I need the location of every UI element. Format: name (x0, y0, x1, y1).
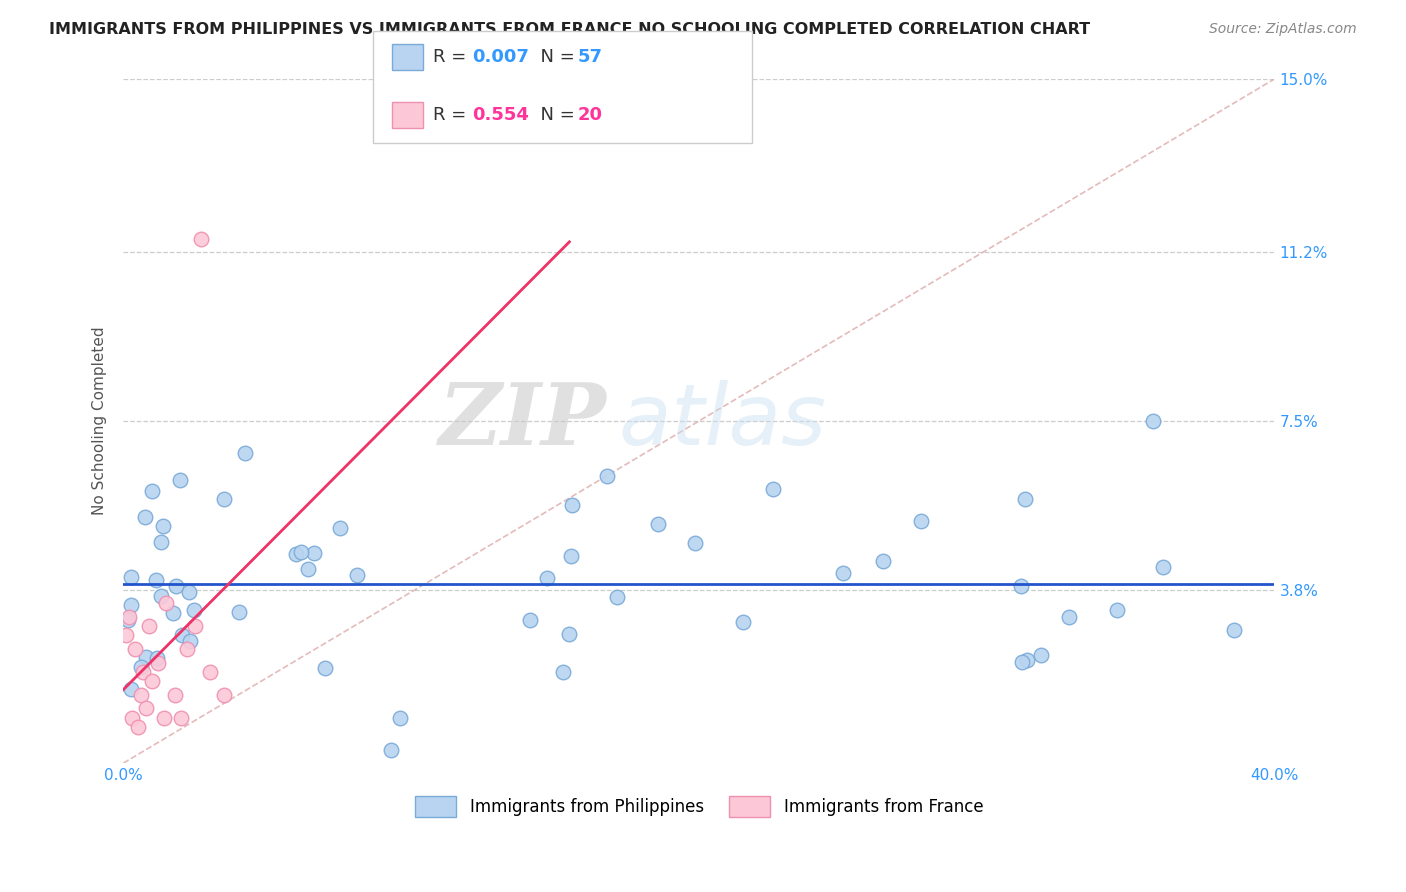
Point (146, 656, 169, 670)
Point (165, 688, 187, 702)
Point (177, 585, 200, 599)
Point (595, 469, 617, 483)
Point (118, 610, 141, 624)
Point (561, 498, 583, 512)
Point (170, 628, 193, 642)
Point (120, 570, 142, 584)
Point (152, 519, 174, 533)
Point (121, 710, 143, 724)
Point (380, 742, 402, 756)
Point (135, 649, 157, 664)
Point (127, 720, 149, 734)
Point (115, 628, 138, 642)
Point (290, 545, 312, 559)
Point (346, 567, 368, 582)
Point (212, 491, 235, 506)
Point (183, 603, 205, 617)
Text: ZIP: ZIP (439, 379, 607, 463)
Point (1010, 579, 1032, 593)
Point (120, 598, 142, 612)
Point (132, 665, 155, 679)
Point (872, 554, 894, 568)
Point (647, 516, 669, 531)
Point (1057, 610, 1080, 624)
Text: atlas: atlas (619, 380, 827, 463)
Point (146, 651, 169, 665)
Point (536, 571, 558, 585)
Point (560, 549, 582, 564)
Point (558, 626, 581, 640)
Point (129, 659, 152, 673)
Point (124, 642, 146, 657)
Text: 0.007: 0.007 (472, 48, 529, 66)
Point (198, 665, 221, 679)
Point (1015, 653, 1038, 667)
Point (149, 589, 172, 603)
Point (190, 232, 212, 246)
Point (1223, 623, 1246, 637)
Point (1014, 491, 1036, 506)
Point (832, 566, 855, 581)
Point (165, 578, 187, 592)
Point (135, 701, 157, 715)
Point (233, 446, 256, 460)
Y-axis label: No Schooling Completed: No Schooling Completed (93, 326, 107, 516)
Point (155, 597, 177, 611)
Point (120, 681, 142, 696)
Point (314, 661, 336, 675)
Point (389, 711, 412, 725)
Point (179, 633, 201, 648)
Point (117, 613, 139, 627)
Point (1029, 648, 1052, 663)
Point (519, 613, 541, 627)
Point (1011, 655, 1033, 669)
Point (1142, 414, 1164, 428)
Text: Source: ZipAtlas.com: Source: ZipAtlas.com (1209, 22, 1357, 37)
Point (152, 710, 174, 724)
Text: N =: N = (529, 106, 581, 124)
Point (731, 615, 754, 630)
Point (910, 514, 932, 528)
Point (141, 483, 163, 498)
Point (145, 573, 167, 587)
Point (553, 665, 575, 679)
Point (176, 642, 198, 657)
Text: 57: 57 (578, 48, 603, 66)
Point (169, 474, 191, 488)
Text: R =: R = (433, 48, 472, 66)
Point (683, 535, 706, 549)
Point (134, 510, 156, 524)
Text: 20: 20 (578, 106, 603, 124)
Point (302, 546, 325, 560)
Point (184, 619, 207, 633)
Point (228, 605, 250, 619)
Point (606, 590, 628, 604)
Text: R =: R = (433, 106, 472, 124)
Point (1152, 560, 1174, 574)
Point (285, 547, 308, 561)
Point (212, 688, 235, 702)
Point (1105, 603, 1128, 617)
Text: N =: N = (529, 48, 581, 66)
Text: 0.554: 0.554 (472, 106, 529, 124)
Point (297, 562, 319, 576)
Text: IMMIGRANTS FROM PHILIPPINES VS IMMIGRANTS FROM FRANCE NO SCHOOLING COMPLETED COR: IMMIGRANTS FROM PHILIPPINES VS IMMIGRANT… (49, 22, 1090, 37)
Point (170, 710, 193, 724)
Point (149, 535, 172, 549)
Legend: Immigrants from Philippines, Immigrants from France: Immigrants from Philippines, Immigrants … (408, 789, 990, 823)
Point (138, 619, 160, 633)
Point (162, 607, 184, 621)
Point (762, 483, 785, 497)
Point (329, 521, 352, 535)
Point (129, 688, 152, 702)
Point (141, 673, 163, 688)
